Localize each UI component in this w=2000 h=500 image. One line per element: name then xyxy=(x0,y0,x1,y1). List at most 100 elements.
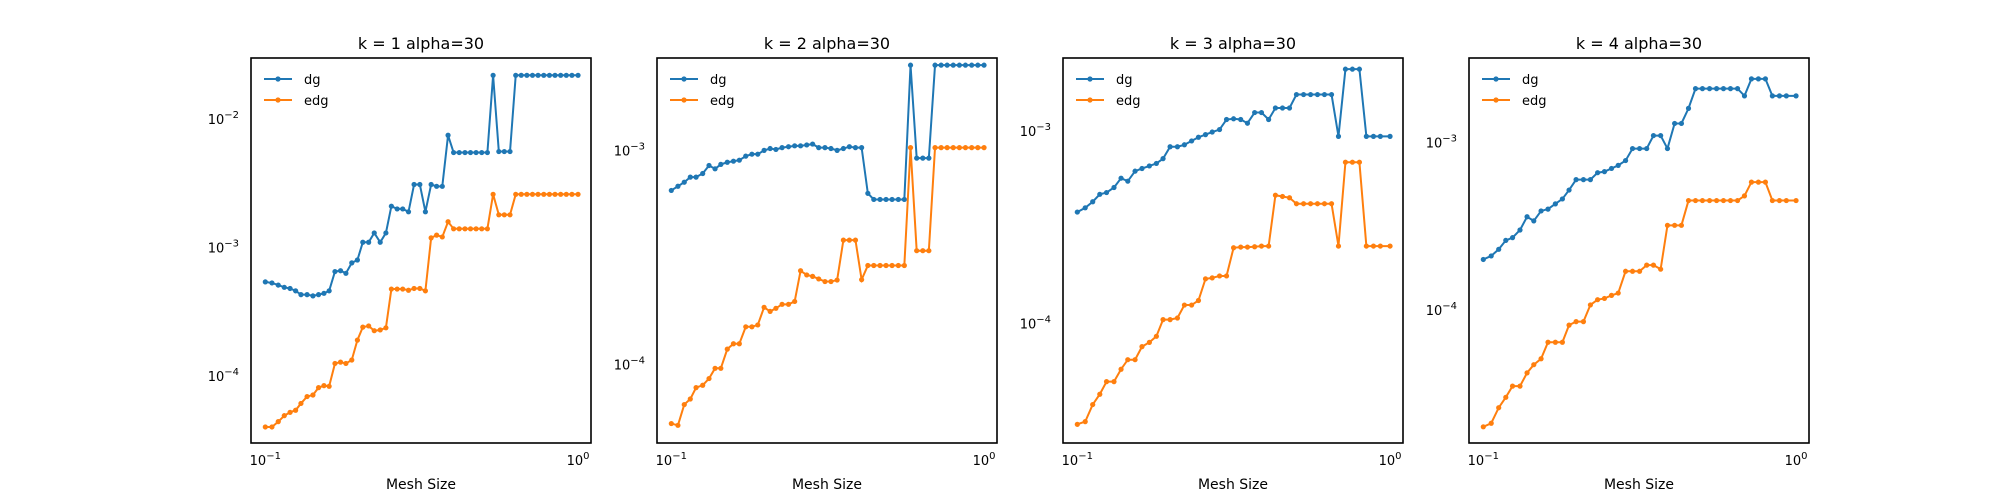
x-axis-label: Mesh Size xyxy=(1604,477,1674,493)
data-point-dg xyxy=(1615,162,1621,168)
data-point-dg xyxy=(1314,91,1321,98)
data-point-edg xyxy=(262,424,268,430)
data-point-edg xyxy=(938,145,944,151)
data-point-dg xyxy=(859,145,865,151)
data-point-dg xyxy=(1503,237,1509,243)
data-point-dg xyxy=(1580,177,1587,183)
chart-title: k = 1 alpha=30 xyxy=(358,34,484,53)
data-point-edg xyxy=(743,324,749,330)
legend-label-edg: edg xyxy=(304,94,329,109)
data-point-edg xyxy=(1335,243,1342,249)
data-point-edg xyxy=(558,191,564,197)
data-point-edg xyxy=(693,385,699,391)
data-point-dg xyxy=(724,159,730,165)
data-point-dg xyxy=(417,181,423,188)
data-point-dg xyxy=(405,209,412,215)
data-point-edg xyxy=(926,248,932,254)
data-point-edg xyxy=(1146,339,1152,345)
data-point-edg xyxy=(1153,333,1159,339)
data-point-dg xyxy=(1377,133,1383,139)
data-point-dg xyxy=(877,196,883,203)
data-point-dg xyxy=(439,183,445,189)
data-point-dg xyxy=(1762,76,1769,82)
data-point-edg xyxy=(293,407,299,413)
data-point-dg xyxy=(1321,91,1328,98)
data-point-dg xyxy=(332,268,338,275)
data-point-dg xyxy=(852,145,859,151)
data-point-edg xyxy=(467,226,474,232)
data-point-edg xyxy=(1636,268,1643,274)
data-point-edg xyxy=(417,285,423,292)
data-point-dg xyxy=(473,149,479,156)
data-point-edg xyxy=(1279,193,1286,200)
data-point-dg xyxy=(1387,133,1393,139)
data-point-dg xyxy=(1629,145,1636,152)
data-point-dg xyxy=(938,62,944,68)
y-tick-label: 10−4 xyxy=(1020,315,1051,333)
data-point-dg xyxy=(1793,93,1799,99)
data-point-edg xyxy=(1615,290,1621,296)
data-point-edg xyxy=(767,308,773,315)
data-point-edg xyxy=(749,324,755,330)
data-point-edg xyxy=(687,396,693,402)
legend-label-dg: dg xyxy=(1116,73,1133,88)
data-point-dg xyxy=(895,196,901,203)
data-point-edg xyxy=(1202,276,1209,282)
data-point-edg xyxy=(281,413,287,419)
data-point-edg xyxy=(792,298,798,305)
data-point-edg xyxy=(907,145,914,151)
data-point-edg xyxy=(535,191,541,197)
data-point-edg xyxy=(700,382,706,388)
data-point-edg xyxy=(718,365,724,371)
data-point-edg xyxy=(1132,357,1138,363)
data-point-edg xyxy=(354,337,360,343)
data-point-dg xyxy=(1699,86,1706,92)
data-point-dg xyxy=(422,209,428,215)
data-point-dg xyxy=(1488,253,1494,259)
data-point-dg xyxy=(681,179,687,185)
series-line-dg xyxy=(670,64,985,201)
data-point-edg xyxy=(321,383,327,389)
data-point-dg xyxy=(575,72,581,78)
x-axis-label: Mesh Size xyxy=(792,477,862,493)
data-point-edg xyxy=(969,145,975,151)
data-point-dg xyxy=(1195,134,1202,140)
data-point-dg xyxy=(962,62,969,68)
legend-marker-edg xyxy=(275,97,281,103)
data-point-dg xyxy=(810,141,816,147)
data-point-edg xyxy=(1488,420,1494,426)
data-point-dg xyxy=(360,239,366,245)
data-point-edg xyxy=(1658,266,1664,272)
data-point-edg xyxy=(785,301,792,307)
data-point-edg xyxy=(1125,357,1131,363)
data-point-dg xyxy=(1349,66,1356,72)
data-point-edg xyxy=(1783,197,1789,204)
data-point-dg xyxy=(563,72,569,78)
data-point-edg xyxy=(1074,421,1080,427)
data-point-edg xyxy=(388,286,394,292)
data-point-edg xyxy=(975,145,981,151)
y-tick-label: 10−2 xyxy=(208,110,239,128)
data-point-dg xyxy=(1517,227,1523,233)
data-point-dg xyxy=(337,268,344,274)
data-point-edg xyxy=(1082,419,1088,425)
data-point-dg xyxy=(293,288,299,294)
data-point-dg xyxy=(1244,120,1251,126)
data-point-dg xyxy=(1097,191,1103,197)
data-point-edg xyxy=(287,409,293,415)
data-point-dg xyxy=(1769,93,1775,99)
series-line-edg xyxy=(265,193,579,428)
data-point-edg xyxy=(1097,391,1103,397)
data-point-dg xyxy=(535,72,541,78)
data-point-edg xyxy=(865,262,871,269)
data-point-edg xyxy=(434,232,440,238)
data-point-edg xyxy=(675,422,681,428)
data-point-edg xyxy=(405,287,412,293)
data-point-edg xyxy=(944,145,950,151)
data-point-edg xyxy=(1776,197,1783,204)
y-tick-label: 10−4 xyxy=(1426,301,1457,319)
data-point-edg xyxy=(456,226,462,232)
data-point-edg xyxy=(1587,302,1593,308)
data-point-dg xyxy=(321,290,327,296)
data-point-dg xyxy=(883,196,889,203)
